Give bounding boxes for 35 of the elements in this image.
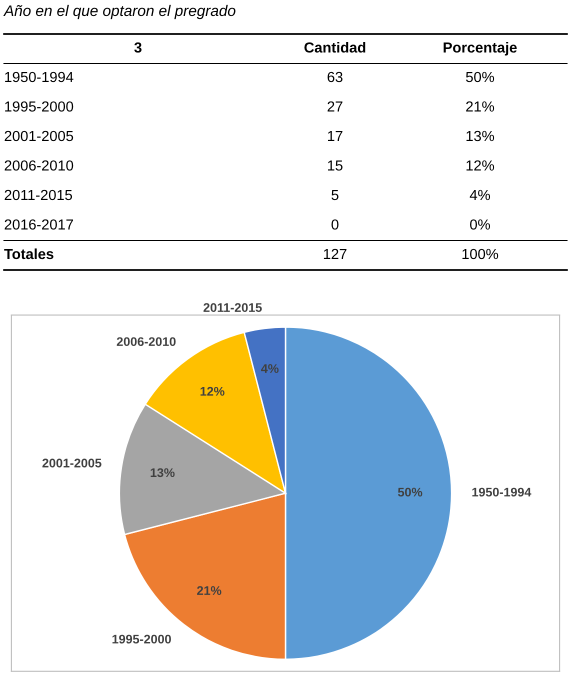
slice-label: 2006-2010 (116, 337, 176, 346)
data-label: 21% (197, 586, 222, 595)
text: 21% (466, 101, 494, 112)
text: 13% (466, 130, 494, 142)
slice-label: 1950-1994 (472, 488, 532, 497)
text: 1995-2000 (5, 101, 74, 112)
text: 3 (134, 42, 142, 53)
text: 1950-1994 (5, 72, 74, 82)
text: 17 (328, 130, 342, 142)
text: 0% (470, 219, 490, 230)
text: 5 (332, 190, 338, 200)
text: 50% (466, 72, 494, 82)
data-label: 50% (398, 488, 422, 497)
text: Porcentaje (444, 42, 517, 56)
text: 100% (462, 248, 498, 260)
text: 63 (328, 72, 342, 82)
slice-label: 2001-2005 (42, 458, 102, 468)
text: 2001-2005 (4, 130, 74, 142)
text: 4% (470, 190, 490, 200)
data-label: 13% (150, 468, 175, 478)
text: 27 (328, 101, 342, 112)
text: Cantidad (304, 42, 366, 53)
text: 2011-2015 (4, 190, 72, 200)
text: Año en el que optaron el pregrado (3, 4, 236, 20)
text: 15 (328, 160, 342, 171)
slice-label: 2011-2015 (204, 303, 262, 312)
data-label: 4% (261, 364, 279, 373)
text: Totales (4, 248, 54, 260)
data-label: 12% (200, 386, 224, 396)
text: 2016-2017 (4, 219, 74, 230)
text: 12% (466, 160, 494, 171)
text: 127 (324, 248, 346, 260)
text: 2006-2010 (4, 160, 74, 171)
slice-label: 1995-2000 (112, 634, 171, 644)
text: 0 (332, 219, 338, 230)
